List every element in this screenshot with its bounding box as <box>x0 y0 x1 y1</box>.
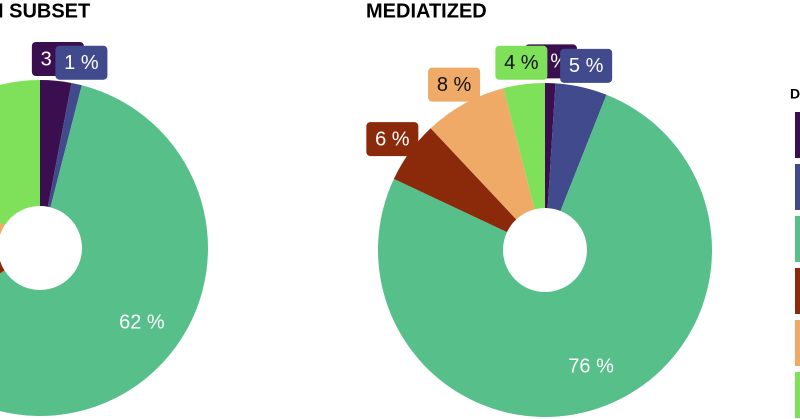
pie-slice <box>545 83 556 209</box>
label-box <box>55 45 108 80</box>
legend-swatch <box>795 268 800 314</box>
pie-slice <box>0 260 5 274</box>
chart-title: MEDIATIZED <box>366 0 487 22</box>
pie-slice <box>0 222 5 236</box>
label-box <box>560 48 613 83</box>
data-label: 1 % <box>64 52 99 74</box>
pie-slice <box>430 88 535 220</box>
legend-swatch <box>795 216 800 262</box>
pie-slice <box>378 94 713 417</box>
pie-slice <box>0 80 40 226</box>
data-label: 62 % <box>119 311 165 333</box>
legend-swatch <box>795 320 800 366</box>
data-label: 8 % <box>437 74 472 96</box>
data-label: 76 % <box>568 356 614 378</box>
legend-title: D <box>790 86 800 102</box>
pie-slice <box>393 128 517 233</box>
label-box <box>428 67 481 102</box>
data-label: 6 % <box>375 128 410 150</box>
pie-slice <box>40 80 72 207</box>
pie-slice <box>503 83 545 210</box>
pie-slice <box>547 83 607 211</box>
label-box <box>495 45 548 80</box>
pie-slice <box>47 82 82 208</box>
data-label: 4 % <box>504 52 539 74</box>
chart-title: I SUBSET <box>0 0 90 22</box>
legend-swatch <box>795 164 800 210</box>
legend-swatch <box>795 372 800 418</box>
data-label: 5 % <box>569 55 604 77</box>
pie-slice <box>0 85 208 416</box>
label-box <box>366 122 419 157</box>
legend-swatch <box>795 112 800 158</box>
